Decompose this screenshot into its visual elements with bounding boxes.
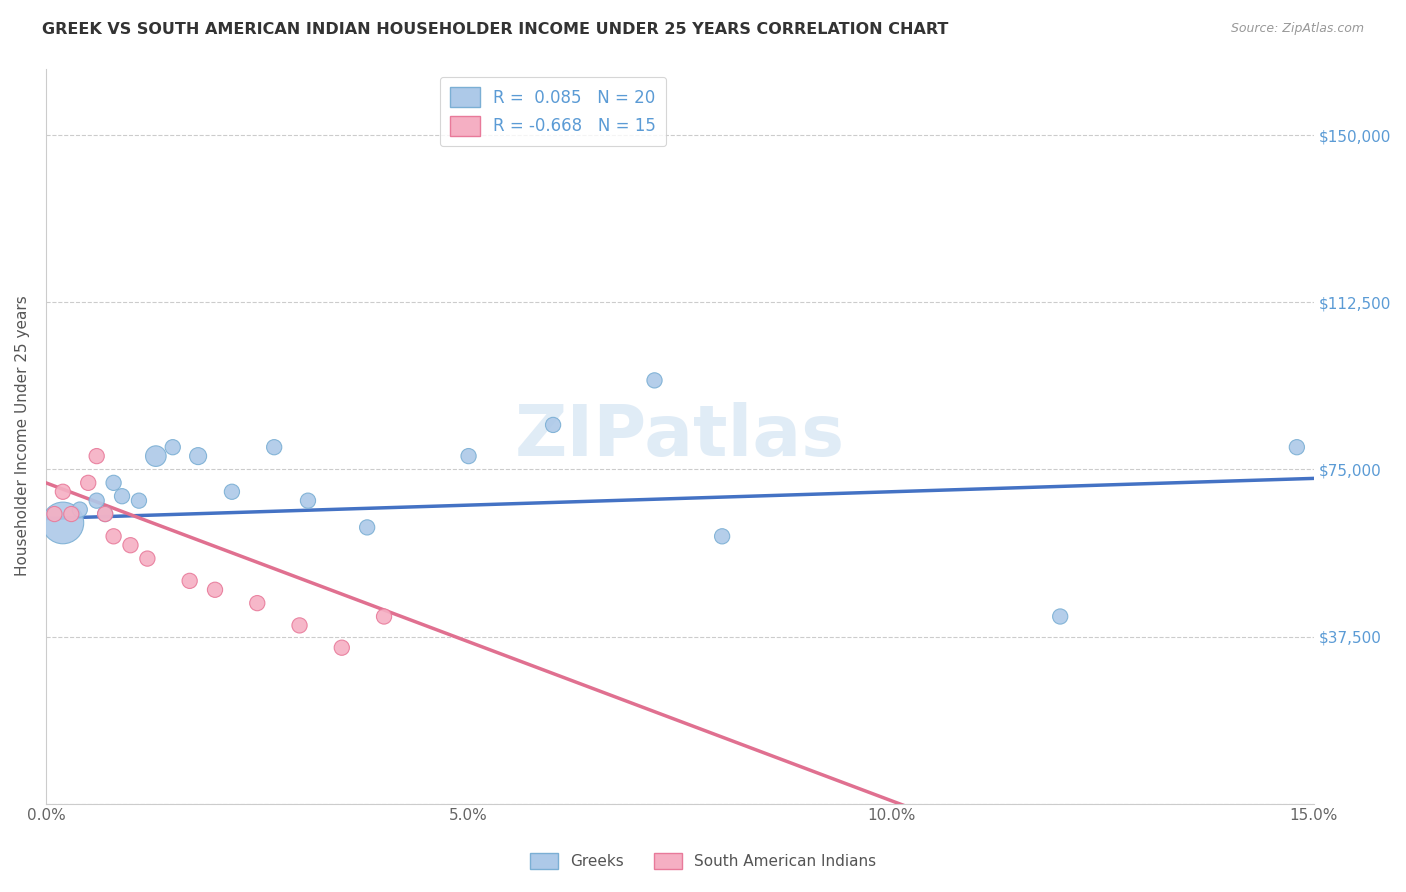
Point <box>77 475 100 490</box>
Text: Source: ZipAtlas.com: Source: ZipAtlas.com <box>1230 22 1364 36</box>
Text: ZIPatlas: ZIPatlas <box>515 401 845 471</box>
Point <box>288 618 311 632</box>
Legend: R =  0.085   N = 20, R = -0.668   N = 15: R = 0.085 N = 20, R = -0.668 N = 15 <box>440 77 666 146</box>
Point <box>330 640 353 655</box>
Point <box>221 484 243 499</box>
Point <box>204 582 226 597</box>
Point <box>52 516 75 530</box>
Point <box>145 449 167 463</box>
Point <box>94 507 117 521</box>
Point <box>103 475 125 490</box>
Point <box>44 507 66 521</box>
Point <box>94 507 117 521</box>
Point <box>86 493 108 508</box>
Point <box>60 507 83 521</box>
Legend: Greeks, South American Indians: Greeks, South American Indians <box>524 847 882 875</box>
Point <box>111 489 134 503</box>
Point <box>69 502 91 516</box>
Point <box>1285 440 1308 454</box>
Point <box>120 538 142 552</box>
Point <box>179 574 201 588</box>
Point <box>1049 609 1071 624</box>
Point <box>297 493 319 508</box>
Point <box>373 609 395 624</box>
Point <box>541 417 564 432</box>
Point <box>187 449 209 463</box>
Point <box>128 493 150 508</box>
Y-axis label: Householder Income Under 25 years: Householder Income Under 25 years <box>15 295 30 576</box>
Point <box>136 551 159 566</box>
Point <box>162 440 184 454</box>
Point <box>356 520 378 534</box>
Point <box>52 484 75 499</box>
Point <box>103 529 125 543</box>
Point <box>711 529 734 543</box>
Point <box>246 596 269 610</box>
Text: GREEK VS SOUTH AMERICAN INDIAN HOUSEHOLDER INCOME UNDER 25 YEARS CORRELATION CHA: GREEK VS SOUTH AMERICAN INDIAN HOUSEHOLD… <box>42 22 949 37</box>
Point <box>263 440 285 454</box>
Point <box>86 449 108 463</box>
Point <box>457 449 479 463</box>
Point <box>644 373 666 387</box>
